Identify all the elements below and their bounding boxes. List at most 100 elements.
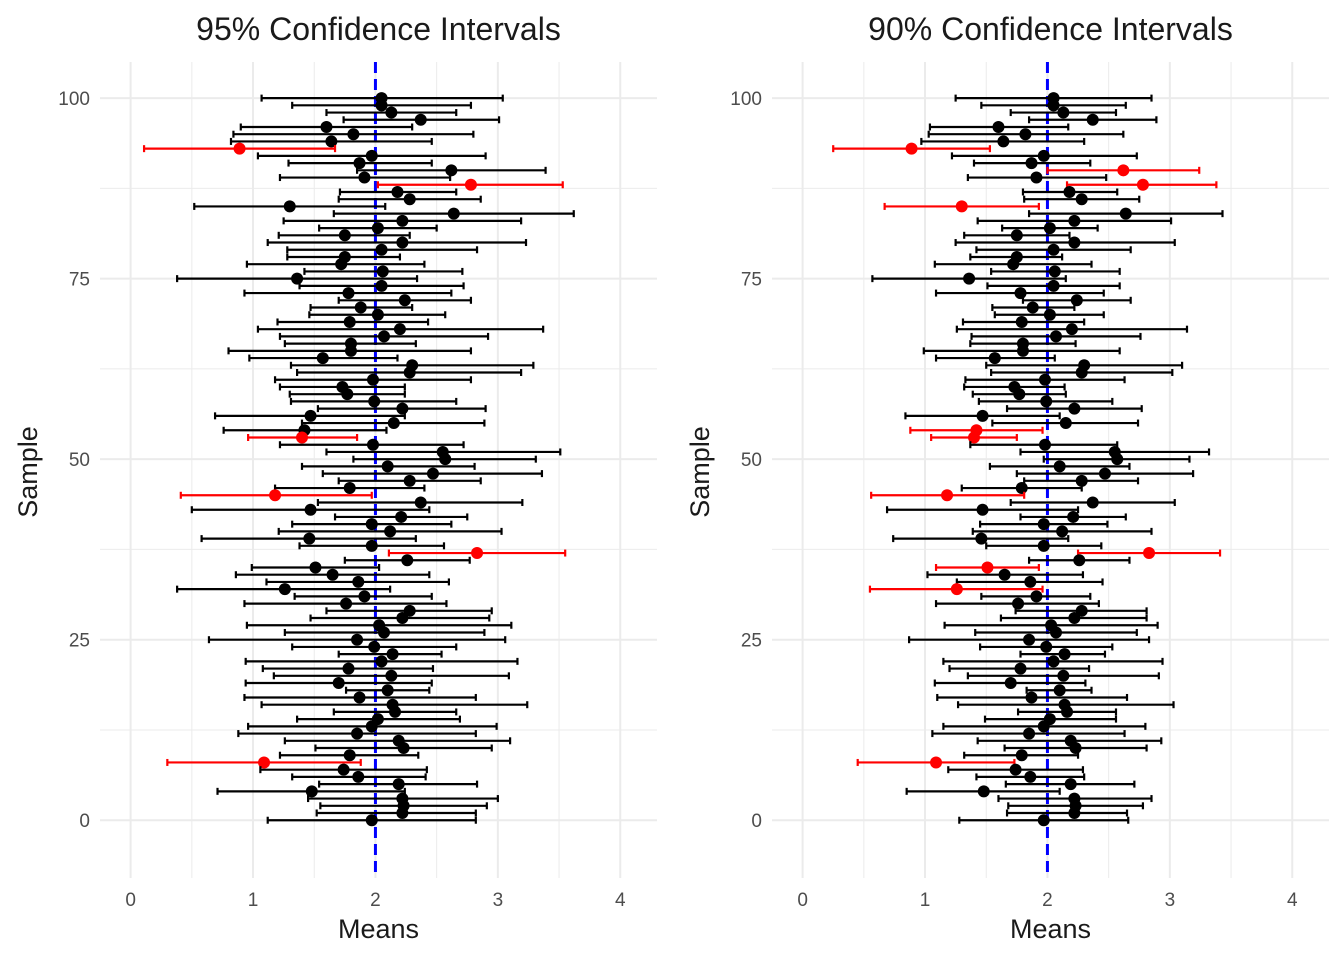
mean-point (396, 402, 409, 415)
mean-point (395, 510, 408, 523)
mean-point (1098, 467, 1111, 480)
x-tick-label: 4 (1287, 890, 1298, 911)
mean-point (353, 157, 366, 170)
y-tick-label: 0 (79, 811, 90, 832)
mean-point (396, 807, 409, 820)
mean-point (1068, 236, 1081, 249)
x-tick-label: 4 (615, 890, 626, 911)
mean-point (1030, 171, 1043, 184)
mean-point (375, 279, 388, 292)
mean-point (414, 496, 427, 509)
mean-point (332, 677, 345, 690)
mean-point (368, 395, 381, 408)
mean-point (1053, 460, 1066, 473)
mean-point (389, 705, 402, 718)
y-axis-title: Sample (13, 426, 43, 518)
mean-point (343, 482, 356, 495)
mean-point (941, 489, 954, 502)
mean-point (464, 178, 477, 191)
mean-point (988, 352, 1001, 365)
mean-point (445, 164, 458, 177)
mean-point (397, 742, 410, 755)
mean-point (366, 373, 379, 386)
mean-point (1050, 626, 1063, 639)
mean-point (340, 597, 353, 610)
mean-point (378, 330, 391, 343)
mean-point (1012, 597, 1025, 610)
mean-point (401, 554, 414, 567)
mean-point (1065, 323, 1078, 336)
x-axis-title: Means (1010, 914, 1091, 944)
mean-point (352, 575, 365, 588)
mean-point (976, 409, 989, 422)
mean-point (992, 120, 1005, 133)
x-tick-label: 3 (493, 890, 504, 911)
mean-point (1016, 344, 1029, 357)
mean-point (403, 604, 416, 617)
mean-point (385, 669, 398, 682)
mean-point (1075, 604, 1088, 617)
mean-point (344, 344, 357, 357)
mean-point (1040, 640, 1053, 653)
mean-point (325, 135, 338, 148)
mean-point (1059, 417, 1072, 430)
mean-point (378, 626, 391, 639)
mean-point (1086, 496, 1099, 509)
mean-point (352, 770, 365, 783)
mean-point (393, 323, 406, 336)
mean-point (385, 106, 398, 119)
mean-point (1015, 482, 1028, 495)
mean-point (967, 431, 980, 444)
mean-point (1037, 518, 1050, 531)
mean-point (1025, 691, 1038, 704)
mean-point (351, 727, 364, 740)
mean-point (1056, 525, 1069, 538)
mean-point (1043, 308, 1056, 321)
mean-point (1013, 388, 1026, 401)
mean-point (1015, 315, 1028, 328)
mean-point (337, 763, 350, 776)
panel-95: 95% Confidence Intervals 0 1 2 3 4 0 25 50 75 100… (13, 11, 657, 944)
mean-point (426, 467, 439, 480)
tick-labels: 0 1 2 3 4 0 25 50 75 100 (730, 89, 1298, 911)
mean-point (1075, 474, 1088, 487)
mean-point (342, 287, 355, 300)
mean-point (1014, 287, 1027, 300)
mean-point (342, 662, 355, 675)
mean-point (1068, 807, 1081, 820)
mean-point (381, 684, 394, 697)
mean-point (975, 532, 988, 545)
intervals (832, 92, 1224, 827)
mean-point (1024, 770, 1037, 783)
mean-point (343, 315, 356, 328)
mean-point (963, 272, 976, 285)
x-tick-label: 2 (370, 890, 381, 911)
mean-point (278, 583, 291, 596)
mean-point (439, 453, 452, 466)
mean-point (1024, 575, 1037, 588)
mean-point (403, 474, 416, 487)
mean-point (1047, 655, 1060, 668)
mean-point (396, 236, 409, 249)
mean-point (391, 185, 404, 198)
mean-point (1023, 727, 1036, 740)
mean-point (1073, 554, 1086, 567)
mean-point (1047, 243, 1060, 256)
y-tick-label: 75 (741, 270, 762, 291)
mean-point (1025, 157, 1038, 170)
mean-point (368, 640, 381, 653)
mean-point (366, 438, 379, 451)
mean-point (1037, 149, 1050, 162)
mean-point (1015, 749, 1028, 762)
mean-point (365, 814, 378, 827)
mean-point (403, 366, 416, 379)
mean-point (375, 99, 388, 112)
mean-point (1111, 453, 1124, 466)
mean-point (396, 214, 409, 227)
mean-point (930, 756, 943, 769)
mean-point (1004, 677, 1017, 690)
mean-point (341, 388, 354, 401)
mean-point (1119, 207, 1132, 220)
x-tick-label: 1 (920, 890, 931, 911)
mean-point (392, 778, 405, 791)
